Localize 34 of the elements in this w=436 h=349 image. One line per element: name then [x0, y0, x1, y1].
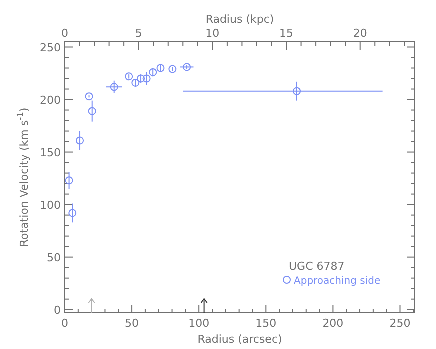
x2-tick-label: 15 [280, 27, 294, 40]
point [88, 107, 96, 116]
x2-tick-label: 20 [353, 27, 368, 40]
y-tick-label: 150 [40, 146, 61, 160]
point [149, 68, 158, 76]
x-tick-label: 100 [188, 317, 210, 330]
x2-tick-label: 5 [135, 27, 142, 40]
x2-axis-title: Radius (kpc) [206, 13, 274, 26]
x-tick-label: 200 [322, 317, 344, 330]
point [168, 65, 177, 74]
point [65, 176, 74, 185]
x-axis-title: Radius (arcsec) [198, 333, 282, 346]
legend-label: Approaching side [294, 276, 381, 287]
y-tick-label: 250 [40, 41, 61, 54]
point [125, 72, 134, 81]
x-tick-label: 150 [256, 317, 277, 330]
y-tick-label: 100 [40, 198, 61, 212]
annotation: UGC 6787 [289, 260, 345, 273]
point [183, 63, 192, 72]
point [76, 136, 84, 145]
point [156, 64, 165, 72]
point [132, 78, 140, 87]
y-tick-label: 50 [47, 251, 61, 264]
x-tick-label: 50 [125, 317, 140, 330]
point [142, 74, 151, 83]
point [110, 83, 118, 92]
y-tick-label: 200 [40, 94, 61, 107]
point [85, 92, 94, 101]
point [68, 209, 77, 218]
point [137, 74, 146, 83]
x-tick-label: 250 [390, 317, 411, 330]
y-tick-label: 0 [54, 304, 61, 317]
point [292, 87, 301, 96]
x2-tick-label: 10 [206, 27, 220, 40]
